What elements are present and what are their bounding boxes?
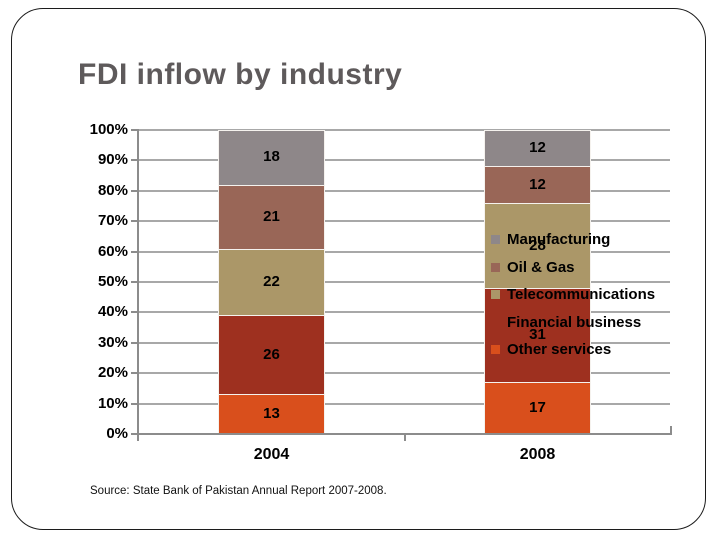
x-axis-end-tick [670,426,672,434]
y-axis-tick [131,220,139,223]
y-tick-label: 80% [97,181,128,199]
bar-data-label: 26 [263,345,280,363]
y-tick-label: 0% [106,425,128,442]
gridline [139,220,670,223]
x-axis-tick [404,434,406,441]
y-axis-tick [131,129,139,131]
y-tick-label: 90% [97,151,128,169]
y-tick-label: 60% [97,242,128,260]
y-axis-tick [131,311,139,314]
bar-data-label: 12 [529,139,546,157]
gridline [139,189,670,192]
bar-segment-oil-gas [484,166,591,203]
y-tick-label: 50% [97,273,128,290]
bar-segment-other-services [484,382,591,434]
y-axis-tick [131,402,139,405]
gridline [139,341,670,344]
y-axis-tick [131,372,139,375]
y-tick-label: 100% [89,121,128,138]
y-axis-tick [131,189,139,192]
legend-label: Oil & Gas [507,258,575,276]
legend-swatch [491,262,500,272]
gridline [139,159,670,162]
bar-segment-manufacturing [484,130,591,167]
legend-label: Other services [507,341,612,358]
gridline [139,281,670,283]
legend-swatch [491,345,500,354]
x-category-label: 2004 [253,446,290,463]
y-axis-line [137,129,139,441]
gridline [139,372,670,375]
legend-swatch [491,317,500,327]
bar-segment-other-services [218,394,325,434]
y-tick-label: 70% [97,212,128,230]
legend-label: Telecommunications [507,286,656,303]
legend-item: Oil & Gas [491,259,691,277]
gridline [139,129,670,131]
bar-data-label: 18 [263,148,280,166]
bar-data-label: 31 [529,326,546,344]
legend-label: Financial business [507,313,642,331]
bar-segment-telecommunications [484,202,591,289]
gridline [139,311,670,314]
legend-item: Telecommunications [491,286,691,304]
bar-segment-financial-business [484,288,591,383]
legend-swatch [491,235,500,244]
bar-data-label: 17 [529,399,546,417]
y-tick-label: 30% [97,333,128,351]
legend-item: Financial business [491,314,691,332]
bar-data-label: 22 [263,273,280,290]
bar-data-label: 12 [529,175,546,193]
x-category-label: 2008 [519,446,556,463]
slide-border [11,8,706,530]
bar-data-label: 13 [263,405,280,423]
bar-data-label: 21 [263,207,280,225]
x-axis-line [131,433,672,435]
y-axis-tick [131,341,139,344]
legend-item: Manufacturing [491,231,691,249]
bar-data-label: 28 [529,236,546,254]
bar-segment-financial-business [218,315,325,395]
y-axis-tick [131,250,139,253]
y-tick-label: 20% [97,364,128,382]
y-tick-label: 10% [97,394,128,412]
bar-segment-telecommunications [218,248,325,316]
y-axis-tick [131,159,139,162]
gridline [139,402,670,405]
gridline [139,250,670,253]
legend-label: Manufacturing [507,231,611,248]
legend-item: Other services [491,341,691,359]
source-note: Source: State Bank of Pakistan Annual Re… [90,485,387,497]
bar-segment-oil-gas [218,184,325,249]
legend-swatch [491,290,500,299]
bar-segment-manufacturing [218,130,325,185]
page-title: FDI inflow by industry [78,58,403,91]
y-axis-tick [131,281,139,283]
y-tick-label: 40% [97,303,128,321]
